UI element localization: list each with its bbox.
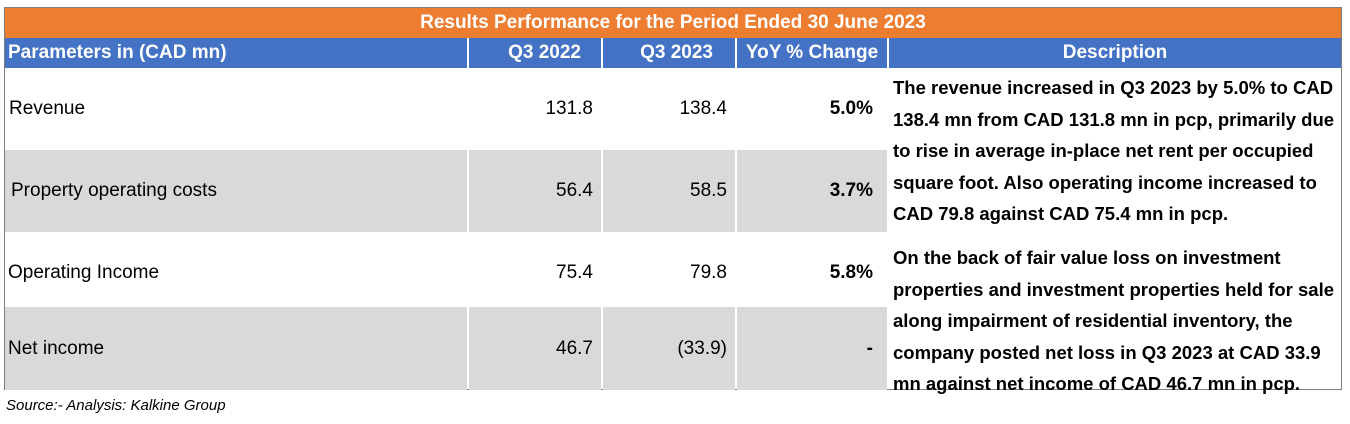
row-q3-2022: 46.7: [469, 307, 601, 390]
description-net-income: On the back of fair value loss on invest…: [893, 247, 1335, 394]
header-q3-2023: Q3 2023: [603, 38, 735, 68]
table-row: Revenue 131.8 138.4 5.0%: [5, 68, 887, 150]
row-q3-2023: 58.5: [603, 150, 735, 232]
description-revenue: The revenue increased in Q3 2023 by 5.0%…: [893, 77, 1335, 224]
results-table: Results Performance for the Period Ended…: [4, 7, 1342, 394]
header-parameters: Parameters in (CAD mn): [5, 38, 467, 68]
row-q3-2022: 56.4: [469, 150, 601, 232]
header-q3-2022: Q3 2022: [469, 38, 601, 68]
source-note: Source:- Analysis: Kalkine Group: [6, 397, 226, 414]
row-label: Property operating costs: [5, 150, 467, 232]
header-yoy-change: YoY % Change: [737, 38, 887, 68]
row-yoy: 5.0%: [829, 98, 873, 119]
row-q3-2023: 138.4: [679, 98, 727, 119]
table-row: Property operating costs 56.4 58.5 3.7%: [5, 150, 887, 232]
table-row: Operating Income 75.4 79.8 5.8%: [5, 232, 887, 314]
table-title: Results Performance for the Period Ended…: [5, 8, 1341, 38]
header-description: Description: [889, 38, 1341, 68]
table-row: Net income 46.7 (33.9) -: [5, 307, 887, 390]
row-label: Operating Income: [8, 262, 160, 283]
row-yoy: 5.8%: [829, 262, 873, 283]
row-yoy: 3.7%: [737, 150, 887, 232]
row-q3-2022: 131.8: [545, 98, 593, 119]
row-label: Revenue: [9, 98, 86, 119]
row-label: Net income: [5, 307, 467, 390]
row-q3-2022: 75.4: [556, 262, 593, 283]
row-q3-2023: (33.9): [603, 307, 735, 390]
row-q3-2023: 79.8: [690, 262, 727, 283]
row-yoy: -: [737, 307, 887, 390]
